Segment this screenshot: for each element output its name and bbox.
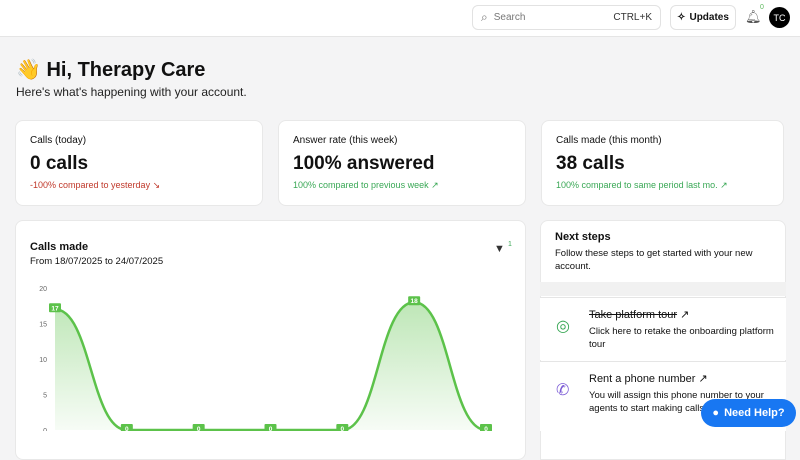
page-subtitle: Here's what's happening with your accoun…	[16, 85, 247, 99]
trend-up-icon: ↗	[720, 180, 728, 190]
filter-icon[interactable]: ▼	[494, 243, 505, 255]
wave-icon: 👋	[16, 59, 41, 81]
top-bar: ⌕ Search CTRL+K ✧ Updates 🔔︎ 0 TC	[0, 0, 800, 37]
external-link-icon: ↗	[680, 309, 690, 321]
trend-down-icon: ↘	[152, 180, 161, 190]
avatar[interactable]: TC	[769, 7, 790, 28]
stat-card-calls-today: Calls (today) 0 calls -100% compared to y…	[15, 120, 263, 206]
trend-up-icon: ↗	[431, 180, 439, 190]
search-icon: ⌕	[481, 10, 488, 24]
phone-plus-icon: ✆	[556, 382, 570, 399]
updates-button[interactable]: ✧ Updates	[670, 5, 736, 30]
step-platform-tour[interactable]: ◎ Take platform tour ↗ Click here to ret…	[540, 297, 786, 360]
sparkle-icon: ✧	[677, 12, 686, 23]
check-circle-icon: ◎	[556, 318, 570, 335]
page-title: 👋 Hi, Therapy Care	[16, 59, 206, 81]
filter-count: 1	[508, 241, 512, 248]
notification-count: 0	[760, 4, 764, 11]
chat-icon: ●	[712, 407, 720, 419]
search-input[interactable]: ⌕ Search CTRL+K	[472, 5, 661, 30]
stat-card-calls-month: Calls made (this month) 38 calls 100% com…	[541, 120, 784, 206]
search-shortcut: CTRL+K	[613, 12, 652, 23]
need-help-button[interactable]: ● Need Help?	[701, 399, 796, 427]
calls-chart-card: Calls made From 18/07/2025 to 24/07/2025…	[15, 220, 526, 460]
bell-icon[interactable]: 🔔︎	[745, 9, 762, 24]
external-link-icon: ↗	[698, 373, 708, 385]
stat-card-answer-rate: Answer rate (this week) 100% answered 100…	[278, 120, 526, 206]
